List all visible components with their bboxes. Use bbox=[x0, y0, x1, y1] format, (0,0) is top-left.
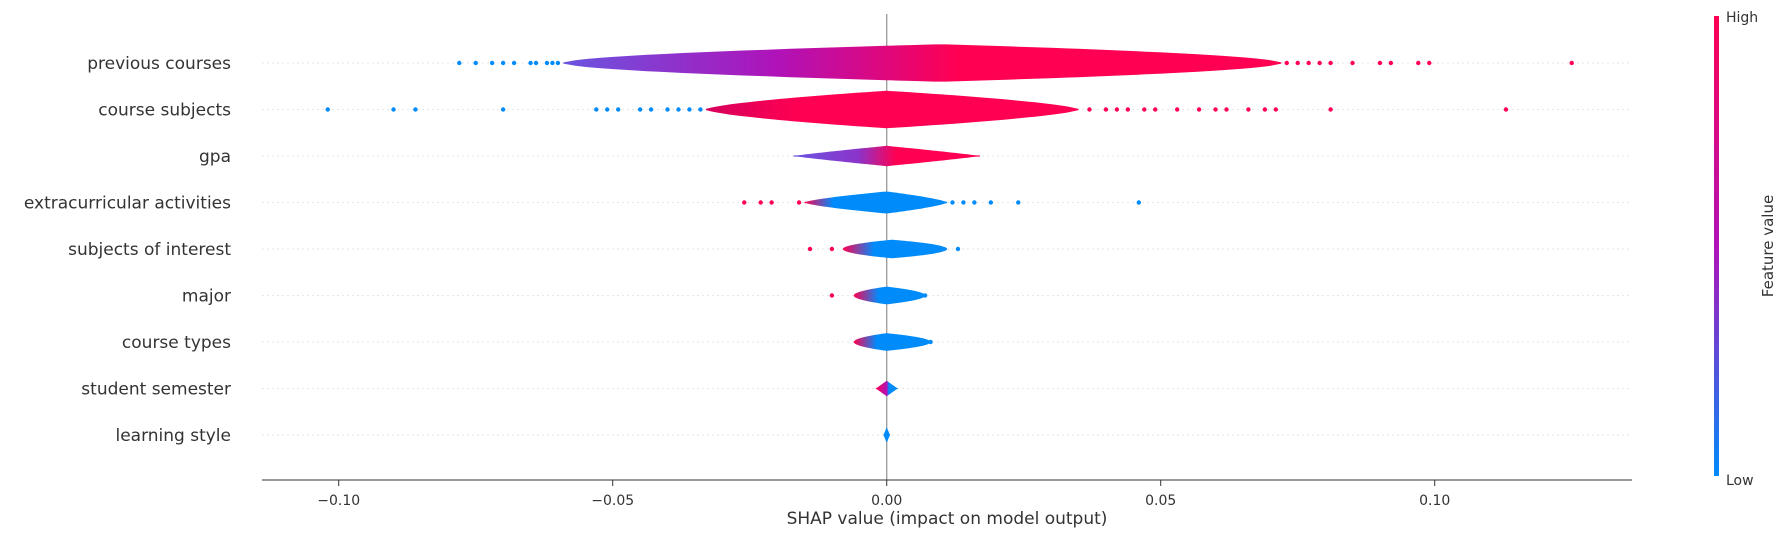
feature-label: learning style bbox=[115, 426, 231, 446]
outlier-dot-high bbox=[1196, 107, 1202, 112]
outlier-dot-high bbox=[1114, 107, 1120, 112]
outlier-dot-high bbox=[922, 293, 928, 298]
feature-label: student semester bbox=[81, 380, 231, 400]
outlier-dot-low bbox=[489, 60, 495, 66]
violin-layer bbox=[563, 44, 1282, 443]
outlier-dot-high bbox=[928, 339, 933, 345]
outlier-dot-high bbox=[1103, 107, 1109, 112]
outlier-dot-high bbox=[1273, 107, 1279, 112]
feature-label: extracurricular activities bbox=[24, 194, 231, 214]
outlier-dot-high bbox=[1087, 107, 1092, 112]
outlier-dot-high bbox=[1328, 60, 1333, 66]
feature-violin bbox=[793, 145, 980, 167]
outlier-dot-low bbox=[637, 107, 643, 112]
x-axis-label: SHAP value (impact on model output) bbox=[787, 509, 1108, 529]
outlier-dot-high bbox=[1427, 60, 1432, 66]
outlier-dot-low bbox=[687, 107, 692, 112]
outlier-dot-high bbox=[1295, 60, 1300, 66]
feature-violin bbox=[842, 239, 947, 259]
outlier-dot-high bbox=[1136, 200, 1142, 205]
outlier-dot-low bbox=[413, 107, 418, 112]
outlier-dot-low bbox=[807, 246, 813, 252]
feature-label: gpa bbox=[199, 147, 231, 167]
colorbar-low-label: Low bbox=[1726, 473, 1754, 489]
outlier-dot-layer bbox=[325, 60, 1574, 345]
outlier-dot-low bbox=[511, 60, 517, 66]
outlier-dot-high bbox=[1125, 107, 1131, 112]
outlier-dot-low bbox=[605, 107, 610, 112]
outlier-dot-low bbox=[500, 60, 506, 66]
feature-violin bbox=[875, 380, 898, 397]
feature-label: previous courses bbox=[87, 54, 231, 74]
outlier-dot-high bbox=[1246, 107, 1251, 112]
feature-violin bbox=[705, 90, 1079, 129]
feature-violin bbox=[804, 191, 947, 214]
outlier-dot-high bbox=[955, 246, 961, 252]
outlier-dot-low bbox=[555, 60, 561, 66]
feature-label-layer: previous courses course subjects gpa extrac… bbox=[24, 54, 231, 446]
outlier-dot-low bbox=[473, 60, 478, 66]
outlier-dot-low bbox=[829, 246, 835, 252]
feature-label: subjects of interest bbox=[68, 240, 231, 260]
outlier-dot-high bbox=[1213, 107, 1218, 112]
outlier-dot-low bbox=[550, 60, 555, 66]
x-tick-layer: −0.10 −0.05 0.00 0.05 0.10 bbox=[317, 480, 1450, 509]
x-tick-label: 0.00 bbox=[871, 493, 902, 509]
outlier-dot-low bbox=[676, 107, 681, 112]
outlier-dot-low bbox=[796, 200, 802, 205]
outlier-dot-low bbox=[528, 60, 533, 66]
outlier-dot-high bbox=[961, 200, 966, 205]
outlier-dot-high bbox=[1317, 60, 1322, 66]
outlier-dot-low bbox=[544, 60, 550, 66]
outlier-dot-low bbox=[829, 293, 835, 298]
outlier-dot-low bbox=[665, 107, 670, 112]
outlier-dot-high bbox=[950, 200, 955, 205]
feature-violin bbox=[883, 427, 890, 443]
feature-violin bbox=[853, 286, 926, 305]
colorbar bbox=[1714, 16, 1719, 476]
outlier-dot-high bbox=[1142, 107, 1147, 112]
x-tick-label: 0.10 bbox=[1419, 493, 1450, 509]
outlier-dot-high bbox=[1377, 60, 1383, 66]
outlier-dot-high bbox=[1388, 60, 1394, 66]
colorbar-title: Feature value bbox=[1759, 195, 1777, 297]
outlier-dot-low bbox=[648, 107, 654, 112]
outlier-dot-low bbox=[533, 60, 539, 66]
outlier-dot-low bbox=[698, 107, 703, 112]
outlier-dot-low bbox=[742, 200, 747, 205]
colorbar-high-label: High bbox=[1726, 10, 1758, 26]
outlier-dot-high bbox=[1262, 107, 1268, 112]
x-tick-label: −0.05 bbox=[591, 493, 634, 509]
outlier-dot-low bbox=[769, 200, 774, 205]
outlier-dot-low bbox=[594, 107, 599, 112]
feature-label: course subjects bbox=[98, 101, 231, 121]
x-tick-label: −0.10 bbox=[317, 493, 360, 509]
outlier-dot-low bbox=[391, 107, 396, 112]
outlier-dot-low bbox=[758, 200, 763, 205]
feature-label: course types bbox=[122, 333, 231, 353]
feature-violin bbox=[563, 44, 1282, 82]
outlier-dot-high bbox=[1569, 60, 1574, 66]
feature-label: major bbox=[182, 287, 231, 307]
outlier-dot-high bbox=[1328, 107, 1333, 112]
outlier-dot-high bbox=[1306, 60, 1311, 66]
outlier-dot-high bbox=[988, 200, 994, 205]
outlier-dot-low bbox=[616, 107, 621, 112]
outlier-dot-high bbox=[1350, 60, 1355, 66]
outlier-dot-high bbox=[1284, 60, 1289, 66]
outlier-dot-high bbox=[1016, 200, 1021, 205]
outlier-dot-high bbox=[972, 200, 977, 205]
outlier-dot-high bbox=[1174, 107, 1180, 112]
x-tick-label: 0.05 bbox=[1145, 493, 1176, 509]
feature-violin bbox=[853, 333, 931, 351]
outlier-dot-high bbox=[1503, 107, 1509, 112]
outlier-dot-high bbox=[1153, 107, 1158, 112]
outlier-dot-low bbox=[457, 60, 462, 66]
outlier-dot-high bbox=[1224, 107, 1229, 112]
outlier-dot-low bbox=[500, 107, 506, 112]
outlier-dot-low bbox=[325, 107, 330, 112]
outlier-dot-high bbox=[1416, 60, 1421, 66]
